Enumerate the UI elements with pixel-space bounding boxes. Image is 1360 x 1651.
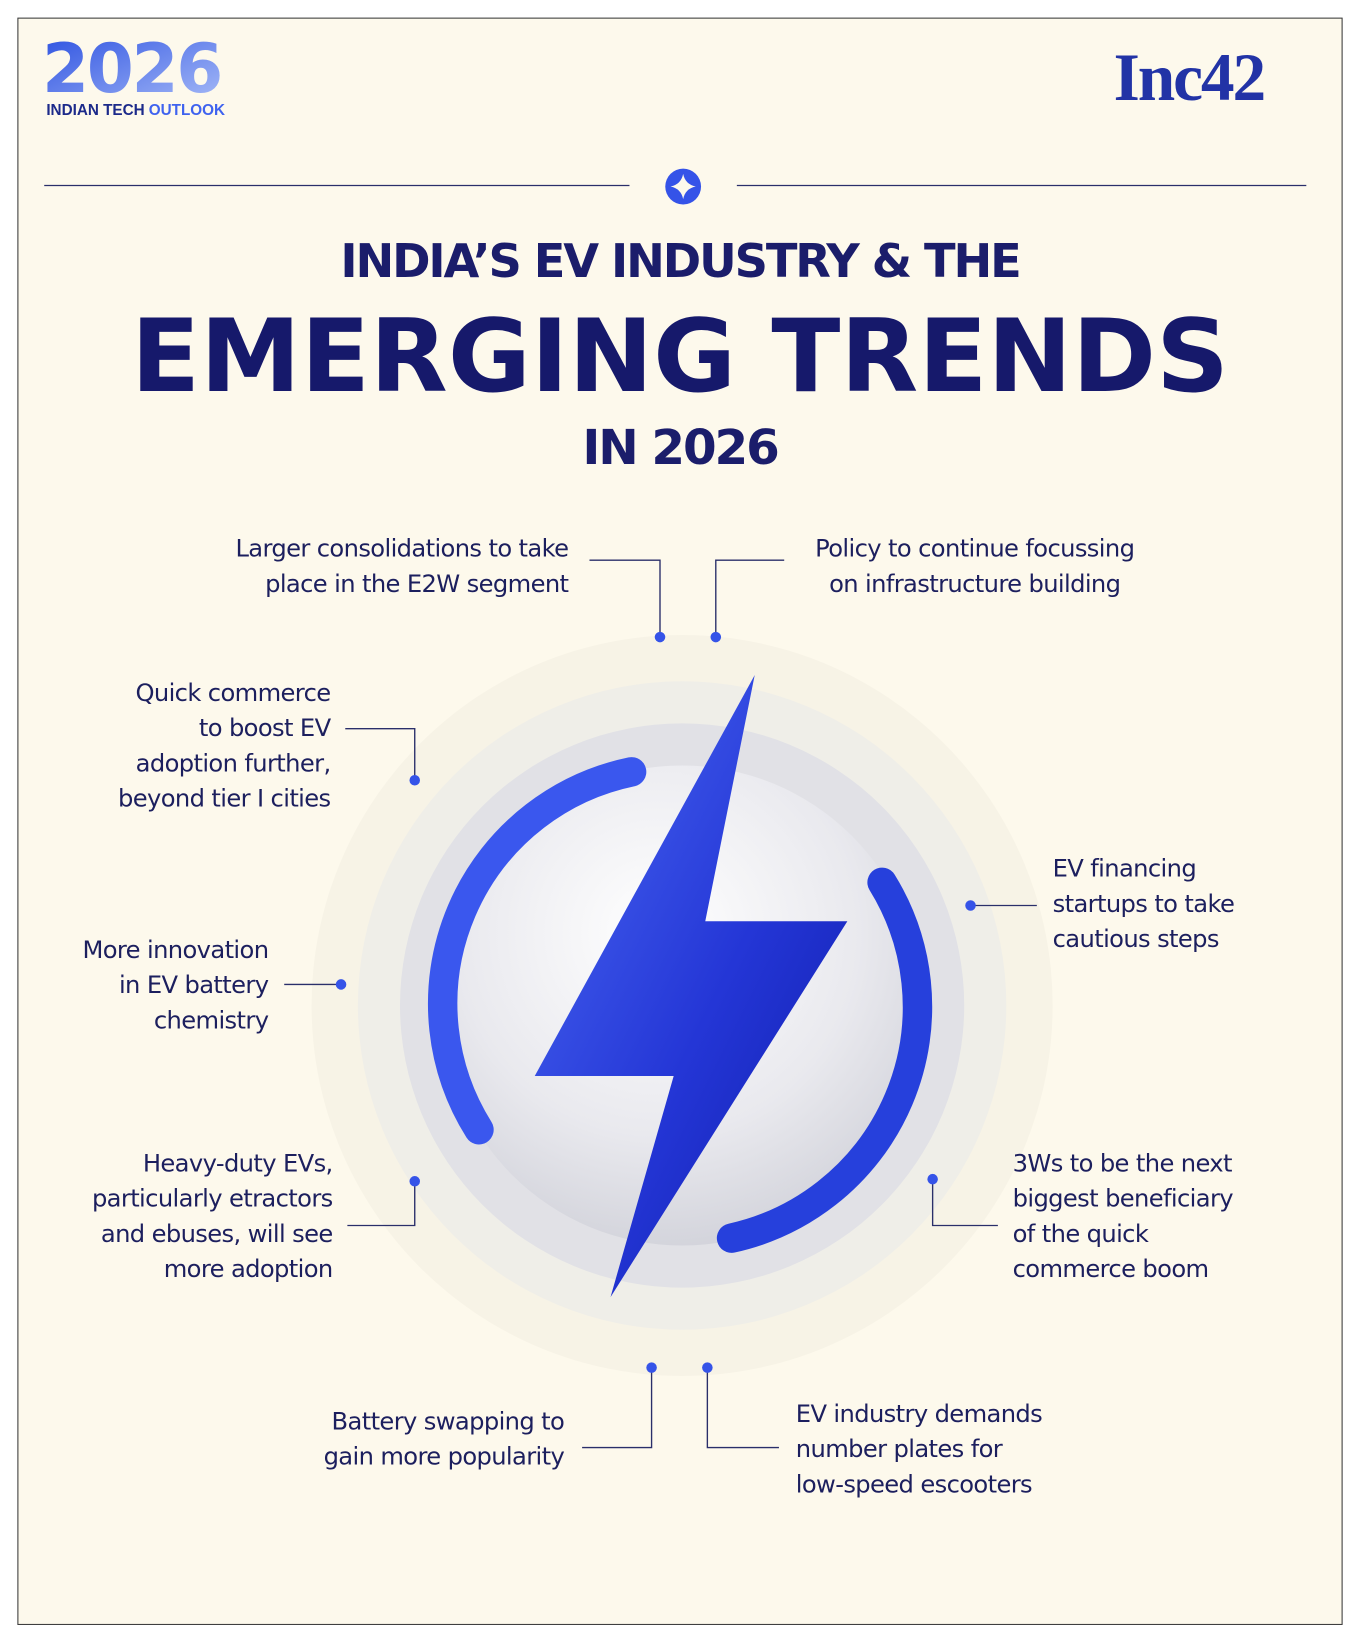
title-line2: EMERGING TRENDS xyxy=(131,297,1229,415)
trend-text: startups to take xyxy=(1053,890,1235,918)
trend-text: commerce boom xyxy=(1013,1255,1209,1283)
connector-dot xyxy=(409,1176,420,1187)
title-line1: INDIA’S EV INDUSTRY & THE xyxy=(340,234,1019,288)
trend-text: cautious steps xyxy=(1053,925,1219,953)
connector-dot xyxy=(335,979,347,990)
connector xyxy=(589,559,661,638)
connector xyxy=(582,1367,653,1449)
trend-text: low-speed escooters xyxy=(796,1471,1032,1499)
trend-text: biggest beneficiary xyxy=(1013,1185,1234,1213)
connector xyxy=(931,1179,998,1227)
logo-tagline-main: INDIAN TECH xyxy=(46,102,144,119)
trend-text: EV financing xyxy=(1053,855,1196,883)
trend-text: Heavy-duty EVs, xyxy=(143,1149,333,1177)
connector xyxy=(715,559,785,638)
connector-dot xyxy=(646,1362,657,1373)
connector-dot xyxy=(702,1362,713,1373)
trend-text: number plates for xyxy=(796,1435,1003,1463)
trend-text: Policy to continue focussing xyxy=(815,535,1134,563)
trend-text: Quick commerce xyxy=(135,679,330,707)
trend-text: Larger consolidations to take xyxy=(235,535,568,563)
connector xyxy=(347,1181,416,1227)
trend-text: adoption further, xyxy=(136,749,331,777)
trend-text: place in the E2W segment xyxy=(265,570,568,598)
center-graphic xyxy=(311,634,1053,1377)
trend-text: in EV battery xyxy=(119,971,269,999)
trend-text: EV industry demands xyxy=(796,1400,1042,1428)
trend-text: of the quick xyxy=(1013,1220,1149,1248)
trend-text: particularly etractors xyxy=(92,1185,333,1213)
connector xyxy=(345,727,416,781)
title-line3: IN 2026 xyxy=(582,420,778,476)
trend-text: chemistry xyxy=(154,1006,269,1034)
trend-text: Battery swapping to xyxy=(332,1407,565,1435)
divider-star xyxy=(670,173,696,200)
trend-text: and ebuses, will see xyxy=(101,1220,333,1248)
trend-text: beyond tier I cities xyxy=(118,785,330,813)
trend-text: on infrastructure building xyxy=(829,570,1120,598)
logo-tagline-accent: OUTLOOK xyxy=(149,102,225,119)
trend-text: more adoption xyxy=(164,1255,333,1283)
lightning-bolt xyxy=(534,674,848,1298)
connector-dot xyxy=(409,774,420,786)
arc-left xyxy=(428,757,647,1145)
trend-text: to boost EV xyxy=(199,714,332,742)
connector xyxy=(706,1367,779,1449)
trend-text: gain more popularity xyxy=(324,1443,565,1471)
brand-logo: Inc42 xyxy=(1114,40,1264,115)
arc-right xyxy=(716,867,933,1253)
connector-dot xyxy=(654,631,666,643)
trend-text: 3Ws to be the next xyxy=(1013,1149,1232,1177)
connector-dot xyxy=(965,900,976,911)
trend-list: Larger consolidations to take place in th… xyxy=(82,535,1234,1499)
logo-year: 2026 xyxy=(42,29,221,108)
connector-dot xyxy=(927,1173,938,1185)
logo-tagline: INDIAN TECH OUTLOOK xyxy=(46,102,225,119)
trend-text: More innovation xyxy=(82,936,268,964)
connector-dot xyxy=(710,631,722,643)
